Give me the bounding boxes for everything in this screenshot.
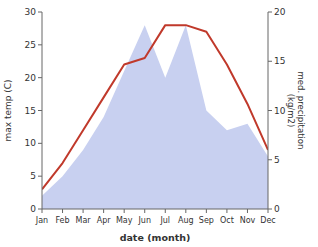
y-tick-label: 30 bbox=[25, 7, 37, 17]
y2-tick-label: 20 bbox=[274, 7, 286, 17]
x-tick-label: Feb bbox=[55, 216, 69, 225]
y-tick-label: 20 bbox=[25, 73, 37, 83]
y2-tick bbox=[268, 61, 272, 62]
x-tick-label: Sep bbox=[199, 216, 214, 225]
y-tick-label: 5 bbox=[30, 171, 36, 181]
y2-tick bbox=[268, 110, 272, 111]
y-tick-label: 25 bbox=[25, 40, 36, 50]
x-tick-label: Mar bbox=[76, 216, 92, 225]
x-tick bbox=[42, 209, 43, 213]
y-tick bbox=[38, 44, 42, 45]
x-tick-label: Nov bbox=[240, 216, 256, 225]
x-tick bbox=[185, 209, 186, 213]
x-tick bbox=[247, 209, 248, 213]
chart: 0 5 10 15 20 25 30 0 5 10 15 20 Jan Feb Mar Apr May Jun Ju… bbox=[0, 0, 318, 247]
y-axis-label: max temp (C) bbox=[3, 79, 13, 141]
x-tick-label: Dec bbox=[260, 216, 275, 225]
y2-tick-label: 5 bbox=[274, 155, 280, 165]
y-tick bbox=[38, 77, 42, 78]
y-tick bbox=[38, 110, 42, 111]
x-tick-label: May bbox=[116, 216, 133, 225]
y2-tick-label: 0 bbox=[274, 204, 280, 214]
y2-axis-label: med. precipitation(kg/m2) bbox=[286, 72, 306, 150]
plot-area bbox=[42, 25, 268, 209]
x-tick-label: Jan bbox=[35, 216, 48, 225]
x-tick bbox=[226, 209, 227, 213]
x-axis-line bbox=[42, 209, 268, 210]
y-tick-label: 0 bbox=[30, 204, 36, 214]
x-tick bbox=[62, 209, 63, 213]
x-tick bbox=[83, 209, 84, 213]
y-tick bbox=[38, 176, 42, 177]
y-tick-label: 15 bbox=[25, 106, 36, 116]
y2-tick bbox=[268, 159, 272, 160]
y-tick-label: 10 bbox=[25, 138, 37, 148]
x-tick bbox=[144, 209, 145, 213]
y2-axis-label-line: med. precipitation bbox=[296, 72, 306, 150]
x-tick-label: Apr bbox=[97, 216, 112, 225]
x-axis-label: date (month) bbox=[120, 232, 191, 243]
x-tick-label: Jul bbox=[159, 216, 170, 225]
x-tick bbox=[124, 209, 125, 213]
y-tick bbox=[38, 12, 42, 13]
x-tick-label: Jun bbox=[137, 216, 151, 225]
x-tick bbox=[103, 209, 104, 213]
y2-tick bbox=[268, 12, 272, 13]
x-tick bbox=[165, 209, 166, 213]
y2-tick bbox=[268, 209, 272, 210]
y-tick bbox=[38, 209, 42, 210]
x-tick-label: Oct bbox=[220, 216, 234, 225]
y2-axis-label-line: (kg/m2) bbox=[286, 94, 296, 128]
area bbox=[42, 25, 268, 209]
x-tick bbox=[206, 209, 207, 213]
x-tick bbox=[268, 209, 269, 213]
y-tick bbox=[38, 143, 42, 144]
y2-tick-label: 15 bbox=[274, 56, 285, 66]
x-tick-label: Aug bbox=[178, 216, 194, 225]
line bbox=[42, 25, 268, 189]
y2-tick-label: 10 bbox=[274, 106, 286, 116]
